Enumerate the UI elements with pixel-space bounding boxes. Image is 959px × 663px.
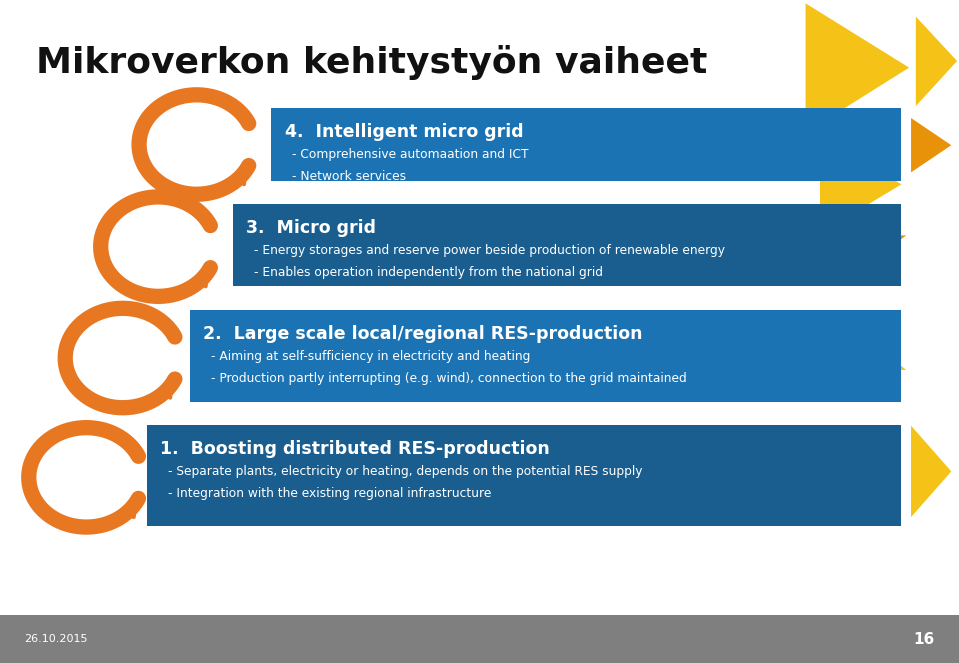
- Text: 1.  Boosting distributed RES-production: 1. Boosting distributed RES-production: [160, 440, 550, 457]
- Text: - Integration with the existing regional infrastructure: - Integration with the existing regional…: [168, 487, 491, 500]
- Text: - Network services: - Network services: [292, 170, 407, 183]
- Text: - Enables operation independently from the national grid: - Enables operation independently from t…: [254, 266, 603, 279]
- Text: 3.  Micro grid: 3. Micro grid: [246, 219, 377, 237]
- Polygon shape: [911, 426, 951, 517]
- FancyBboxPatch shape: [233, 204, 901, 286]
- Text: - Separate plants, electricity or heating, depends on the potential RES supply: - Separate plants, electricity or heatin…: [168, 465, 643, 478]
- Polygon shape: [820, 136, 901, 233]
- Polygon shape: [810, 332, 906, 370]
- FancyBboxPatch shape: [147, 425, 901, 526]
- Text: 26.10.2015: 26.10.2015: [24, 634, 87, 644]
- Text: - Comprehensive automaation and ICT: - Comprehensive automaation and ICT: [292, 149, 529, 161]
- Text: 16: 16: [914, 632, 935, 646]
- Text: Mikroverkon kehitystyön vaiheet: Mikroverkon kehitystyön vaiheet: [36, 46, 708, 80]
- FancyBboxPatch shape: [271, 108, 901, 180]
- Text: 2.  Large scale local/regional RES-production: 2. Large scale local/regional RES-produc…: [203, 325, 643, 343]
- FancyBboxPatch shape: [190, 310, 901, 402]
- Text: - Production partly interrupting (e.g. wind), connection to the grid maintained: - Production partly interrupting (e.g. w…: [211, 371, 687, 385]
- Polygon shape: [806, 3, 909, 133]
- FancyBboxPatch shape: [0, 615, 959, 663]
- Text: - Energy storages and reserve power beside production of renewable energy: - Energy storages and reserve power besi…: [254, 244, 725, 257]
- Polygon shape: [810, 235, 906, 272]
- Text: 4.  Intelligent micro grid: 4. Intelligent micro grid: [285, 123, 524, 141]
- Polygon shape: [916, 17, 957, 106]
- Polygon shape: [911, 118, 951, 172]
- Text: - Aiming at self-sufficiency in electricity and heating: - Aiming at self-sufficiency in electric…: [211, 350, 530, 363]
